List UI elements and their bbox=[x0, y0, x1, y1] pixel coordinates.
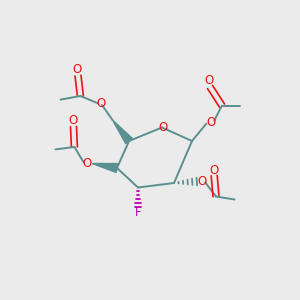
Text: O: O bbox=[206, 116, 215, 129]
Text: O: O bbox=[205, 74, 214, 88]
Text: O: O bbox=[209, 164, 218, 177]
Text: O: O bbox=[96, 97, 105, 110]
Text: O: O bbox=[68, 114, 77, 128]
Polygon shape bbox=[112, 120, 132, 144]
Text: O: O bbox=[197, 175, 206, 188]
Text: O: O bbox=[73, 63, 82, 76]
Text: F: F bbox=[135, 206, 141, 219]
Polygon shape bbox=[92, 164, 118, 172]
Text: O: O bbox=[83, 157, 92, 170]
Text: O: O bbox=[158, 121, 167, 134]
